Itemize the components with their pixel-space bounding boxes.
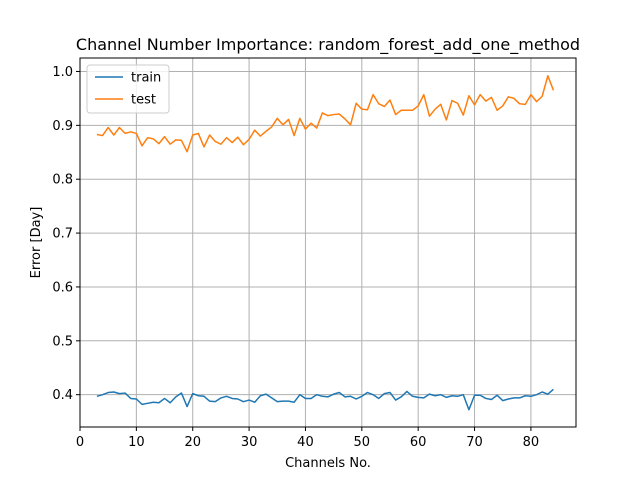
grid-layer	[79, 58, 576, 427]
y-tick-label: 0.7	[52, 227, 73, 242]
series-line-train	[96, 388, 554, 411]
legend: train test	[86, 64, 170, 114]
x-tick-label: 50	[354, 435, 371, 450]
y-tick-label: 0.5	[52, 334, 73, 349]
x-tick-label: 80	[523, 435, 540, 450]
x-tick-label: 10	[128, 435, 145, 450]
x-tick-label: 40	[297, 435, 314, 450]
x-tick-label: 0	[76, 435, 84, 450]
y-tick-label: 0.4	[52, 388, 73, 403]
x-tick-label: 60	[410, 435, 427, 450]
y-tick-label: 1.0	[52, 65, 73, 80]
x-tick-label: 70	[466, 435, 483, 450]
x-tick-label: 20	[184, 435, 201, 450]
chart-title: Channel Number Importance: random_forest…	[76, 35, 580, 55]
plot-frame	[79, 57, 577, 428]
x-axis-label: Channels No.	[285, 456, 371, 471]
legend-label-test: test	[131, 93, 156, 108]
y-tick-label: 0.6	[52, 280, 73, 295]
tick-layer: 0 10 20 30 40 50 60 70 80 0.4 0.5 0.6 0.7 0.8 0.9 1.0	[52, 65, 539, 450]
y-tick-label: 0.9	[52, 119, 73, 134]
x-tick-label: 30	[241, 435, 258, 450]
legend-label-train: train	[131, 71, 161, 86]
series-line-test	[96, 75, 555, 153]
y-tick-label: 0.8	[52, 173, 73, 188]
y-axis-label: Error [Day]	[29, 207, 44, 279]
series-layer	[96, 75, 555, 411]
